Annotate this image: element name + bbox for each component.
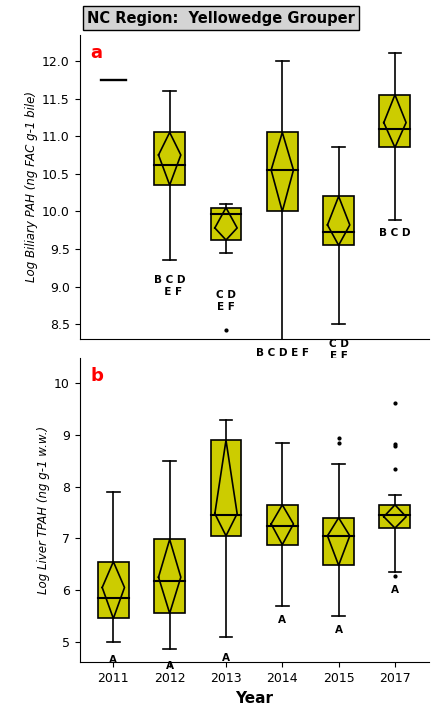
FancyBboxPatch shape bbox=[323, 197, 354, 246]
Text: a: a bbox=[90, 44, 102, 62]
Text: B C D: B C D bbox=[379, 228, 411, 238]
FancyBboxPatch shape bbox=[267, 505, 298, 544]
FancyBboxPatch shape bbox=[323, 518, 354, 565]
FancyBboxPatch shape bbox=[267, 132, 298, 212]
Text: B C D E F: B C D E F bbox=[256, 348, 309, 359]
FancyBboxPatch shape bbox=[210, 440, 241, 536]
FancyBboxPatch shape bbox=[380, 95, 411, 148]
Text: A: A bbox=[335, 625, 343, 635]
Text: A: A bbox=[391, 585, 399, 595]
FancyBboxPatch shape bbox=[210, 207, 241, 240]
FancyBboxPatch shape bbox=[380, 505, 411, 528]
Text: A: A bbox=[109, 654, 118, 665]
FancyBboxPatch shape bbox=[98, 562, 129, 618]
FancyBboxPatch shape bbox=[154, 132, 185, 185]
Text: B C D
  E F: B C D E F bbox=[154, 275, 186, 297]
Text: A: A bbox=[278, 615, 286, 625]
Y-axis label: Log Liver TPAH (ng g-1 w.w.): Log Liver TPAH (ng g-1 w.w.) bbox=[37, 426, 50, 594]
Text: C D
E F: C D E F bbox=[329, 339, 349, 361]
X-axis label: Year: Year bbox=[235, 690, 273, 706]
Text: b: b bbox=[90, 366, 103, 384]
Text: NC Region:  Yellowedge Grouper: NC Region: Yellowedge Grouper bbox=[87, 11, 355, 26]
Text: A: A bbox=[166, 662, 174, 671]
Text: C D
E F: C D E F bbox=[216, 290, 236, 312]
Y-axis label: Log Biliary PAH (ng FAC g-1 bile): Log Biliary PAH (ng FAC g-1 bile) bbox=[25, 91, 38, 282]
Text: A: A bbox=[222, 653, 230, 663]
FancyBboxPatch shape bbox=[154, 539, 185, 613]
